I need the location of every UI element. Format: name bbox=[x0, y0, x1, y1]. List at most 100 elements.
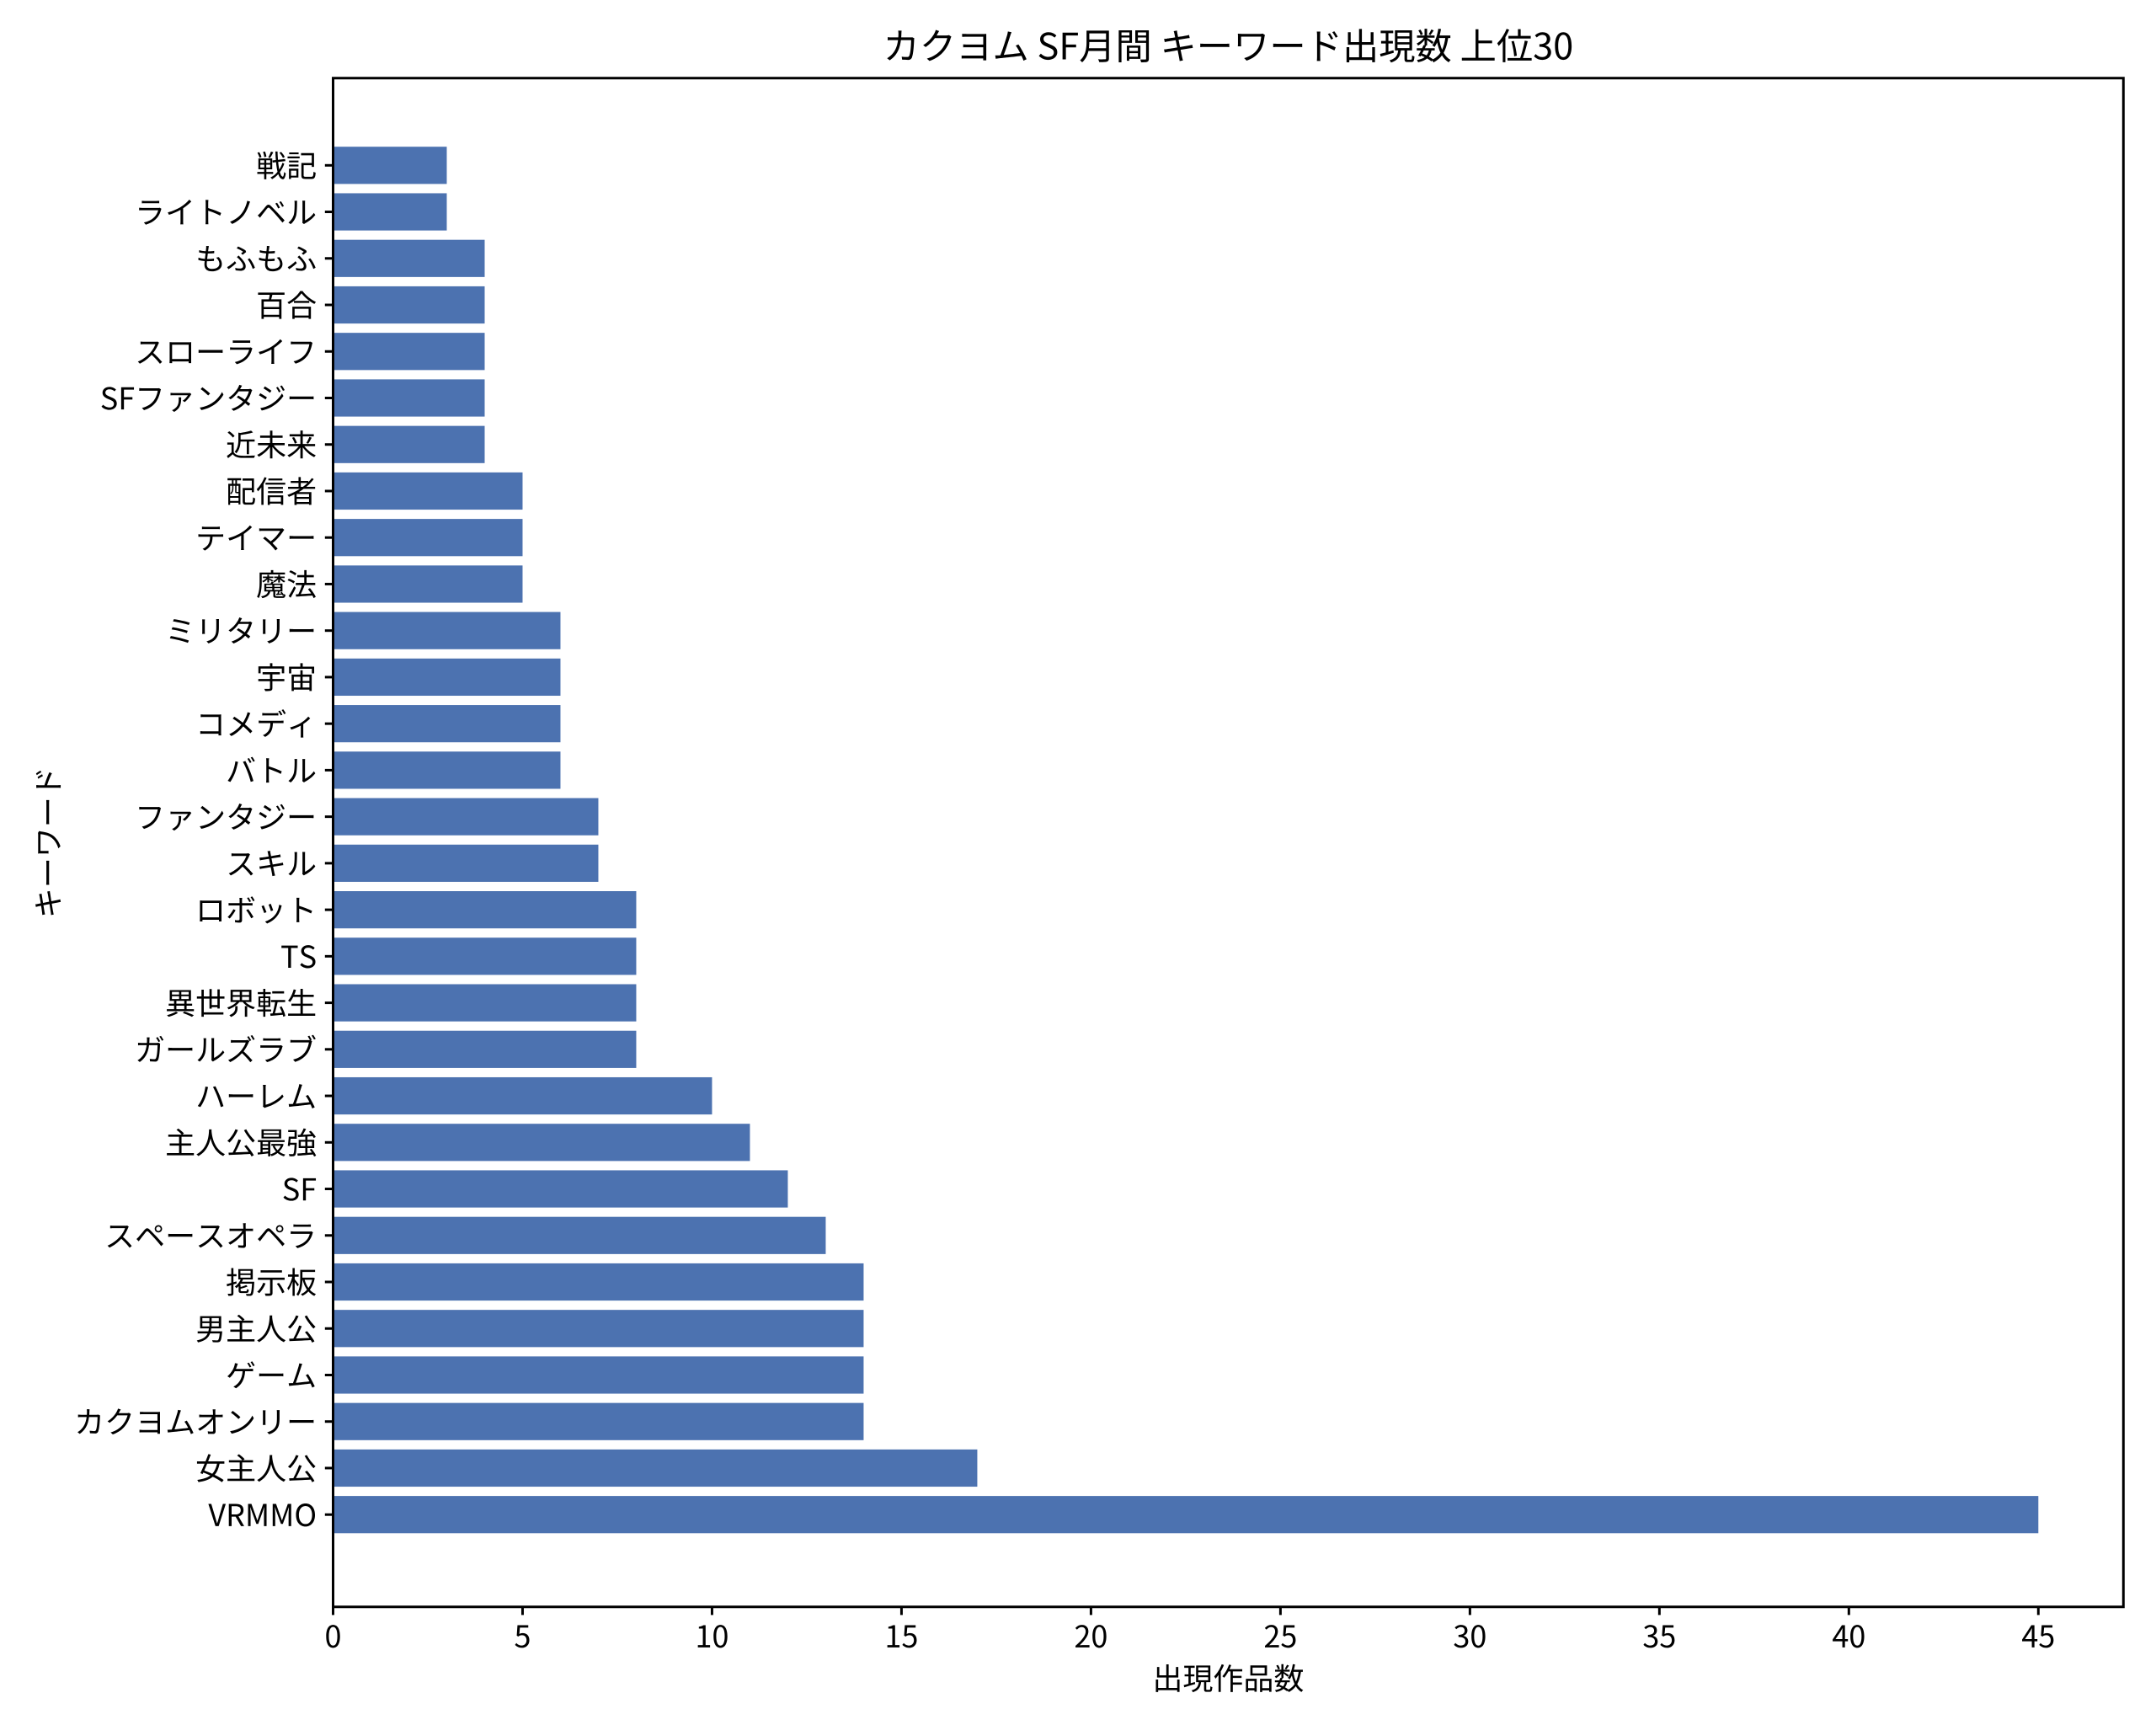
glyph bbox=[887, 1625, 900, 1648]
y-tick-label-ライトノベル bbox=[139, 200, 316, 225]
glyph bbox=[227, 1454, 255, 1482]
glyph bbox=[1454, 1625, 1469, 1648]
x-tick-label-25 bbox=[1264, 1625, 1296, 1648]
glyph bbox=[260, 1038, 283, 1062]
glyph bbox=[1164, 30, 1193, 61]
glyph bbox=[1660, 1625, 1675, 1648]
glyph bbox=[287, 1315, 316, 1343]
bar-主人公最強 bbox=[333, 1124, 750, 1162]
glyph bbox=[1080, 30, 1109, 63]
y-tick-label-スキル bbox=[228, 851, 316, 877]
y-tick-label-SF bbox=[283, 1178, 317, 1201]
glyph bbox=[1833, 1625, 1849, 1648]
glyph bbox=[258, 663, 285, 692]
y-tick-label-掲示板 bbox=[227, 1268, 317, 1296]
bar-配信者 bbox=[333, 472, 523, 510]
x-tick-label-20 bbox=[1075, 1625, 1107, 1648]
glyph bbox=[257, 1455, 286, 1482]
glyph bbox=[288, 1363, 315, 1388]
glyph bbox=[200, 805, 224, 829]
bar-戦記 bbox=[333, 147, 447, 184]
glyph bbox=[107, 1408, 131, 1434]
glyph bbox=[168, 200, 192, 225]
glyph bbox=[120, 387, 135, 410]
glyph bbox=[287, 477, 316, 505]
glyph bbox=[1062, 32, 1078, 60]
glyph bbox=[995, 31, 1027, 61]
y-tick-label-主人公最強 bbox=[167, 1128, 317, 1157]
y-tick-label-テイマー bbox=[198, 525, 314, 551]
glyph bbox=[289, 628, 314, 633]
glyph bbox=[289, 814, 314, 819]
glyph bbox=[35, 770, 61, 788]
glyph bbox=[139, 806, 162, 830]
glyph bbox=[248, 1503, 267, 1526]
glyph bbox=[208, 1503, 227, 1526]
glyph bbox=[283, 1178, 299, 1201]
x-tick-label-10 bbox=[697, 1625, 728, 1648]
y-tick-label-スペースオペラ bbox=[107, 1223, 313, 1248]
bar-男主人公 bbox=[333, 1310, 864, 1348]
glyph bbox=[902, 1625, 917, 1648]
y-tick-label-もふもふ bbox=[198, 245, 316, 272]
glyph bbox=[230, 340, 253, 365]
glyph bbox=[227, 1314, 255, 1342]
y-tick-label-近未来 bbox=[227, 430, 316, 459]
glyph bbox=[289, 396, 314, 400]
glyph bbox=[228, 384, 253, 411]
glyph bbox=[228, 617, 253, 644]
glyph bbox=[228, 525, 253, 550]
glyph bbox=[229, 712, 253, 736]
y-tick-label-魔法 bbox=[257, 569, 316, 599]
y-tick-label-戦記 bbox=[257, 151, 316, 179]
glyph bbox=[257, 430, 286, 459]
y-tick-label-女主人公 bbox=[196, 1454, 316, 1482]
bar-ガールズラブ bbox=[333, 1030, 637, 1068]
x-axis-label: 出現作品数 bbox=[1155, 1664, 1304, 1693]
x-axis-tick-labels bbox=[326, 1625, 2054, 1648]
glyph bbox=[961, 34, 987, 61]
glyph bbox=[1461, 29, 1495, 61]
glyph bbox=[259, 339, 283, 365]
glyph bbox=[291, 341, 313, 364]
glyph bbox=[227, 1361, 255, 1389]
glyph bbox=[227, 756, 255, 782]
y-tick-label-ファンタジー bbox=[139, 804, 314, 831]
x-axis-ticks bbox=[332, 1606, 2040, 1616]
chart-title: カクヨム SF月間 キーワード出現数 上位30 bbox=[887, 29, 1572, 63]
glyph bbox=[259, 245, 283, 272]
glyph bbox=[288, 852, 316, 876]
glyph bbox=[169, 342, 192, 364]
y-tick-label-男主人公 bbox=[196, 1314, 316, 1343]
glyph bbox=[289, 536, 314, 539]
glyph bbox=[200, 714, 221, 736]
glyph bbox=[287, 569, 316, 599]
bar-近未来 bbox=[333, 425, 485, 463]
glyph bbox=[288, 759, 316, 782]
glyph bbox=[1346, 29, 1375, 62]
axes-frame bbox=[332, 77, 2125, 1609]
glyph bbox=[1237, 33, 1266, 61]
glyph bbox=[287, 1128, 317, 1157]
glyph bbox=[2022, 1625, 2038, 1648]
glyph bbox=[227, 246, 255, 271]
x-tick-label-40 bbox=[1833, 1625, 1865, 1648]
bar-異世界転生 bbox=[333, 984, 637, 1022]
bar-SF bbox=[333, 1170, 788, 1208]
glyph bbox=[1246, 1665, 1272, 1692]
glyph bbox=[139, 1412, 161, 1434]
glyph bbox=[168, 1047, 193, 1051]
glyph bbox=[202, 619, 220, 644]
glyph bbox=[1038, 32, 1058, 61]
bar-百合 bbox=[333, 286, 485, 324]
glyph bbox=[289, 1419, 314, 1423]
glyph bbox=[263, 1410, 280, 1434]
glyph bbox=[1497, 29, 1532, 62]
bar-VRMMO bbox=[333, 1496, 2039, 1534]
y-tick-label-ロボット bbox=[200, 896, 312, 924]
glyph bbox=[287, 430, 316, 459]
y-tick-label-VRMMO bbox=[208, 1503, 316, 1527]
glyph bbox=[1183, 1665, 1213, 1693]
